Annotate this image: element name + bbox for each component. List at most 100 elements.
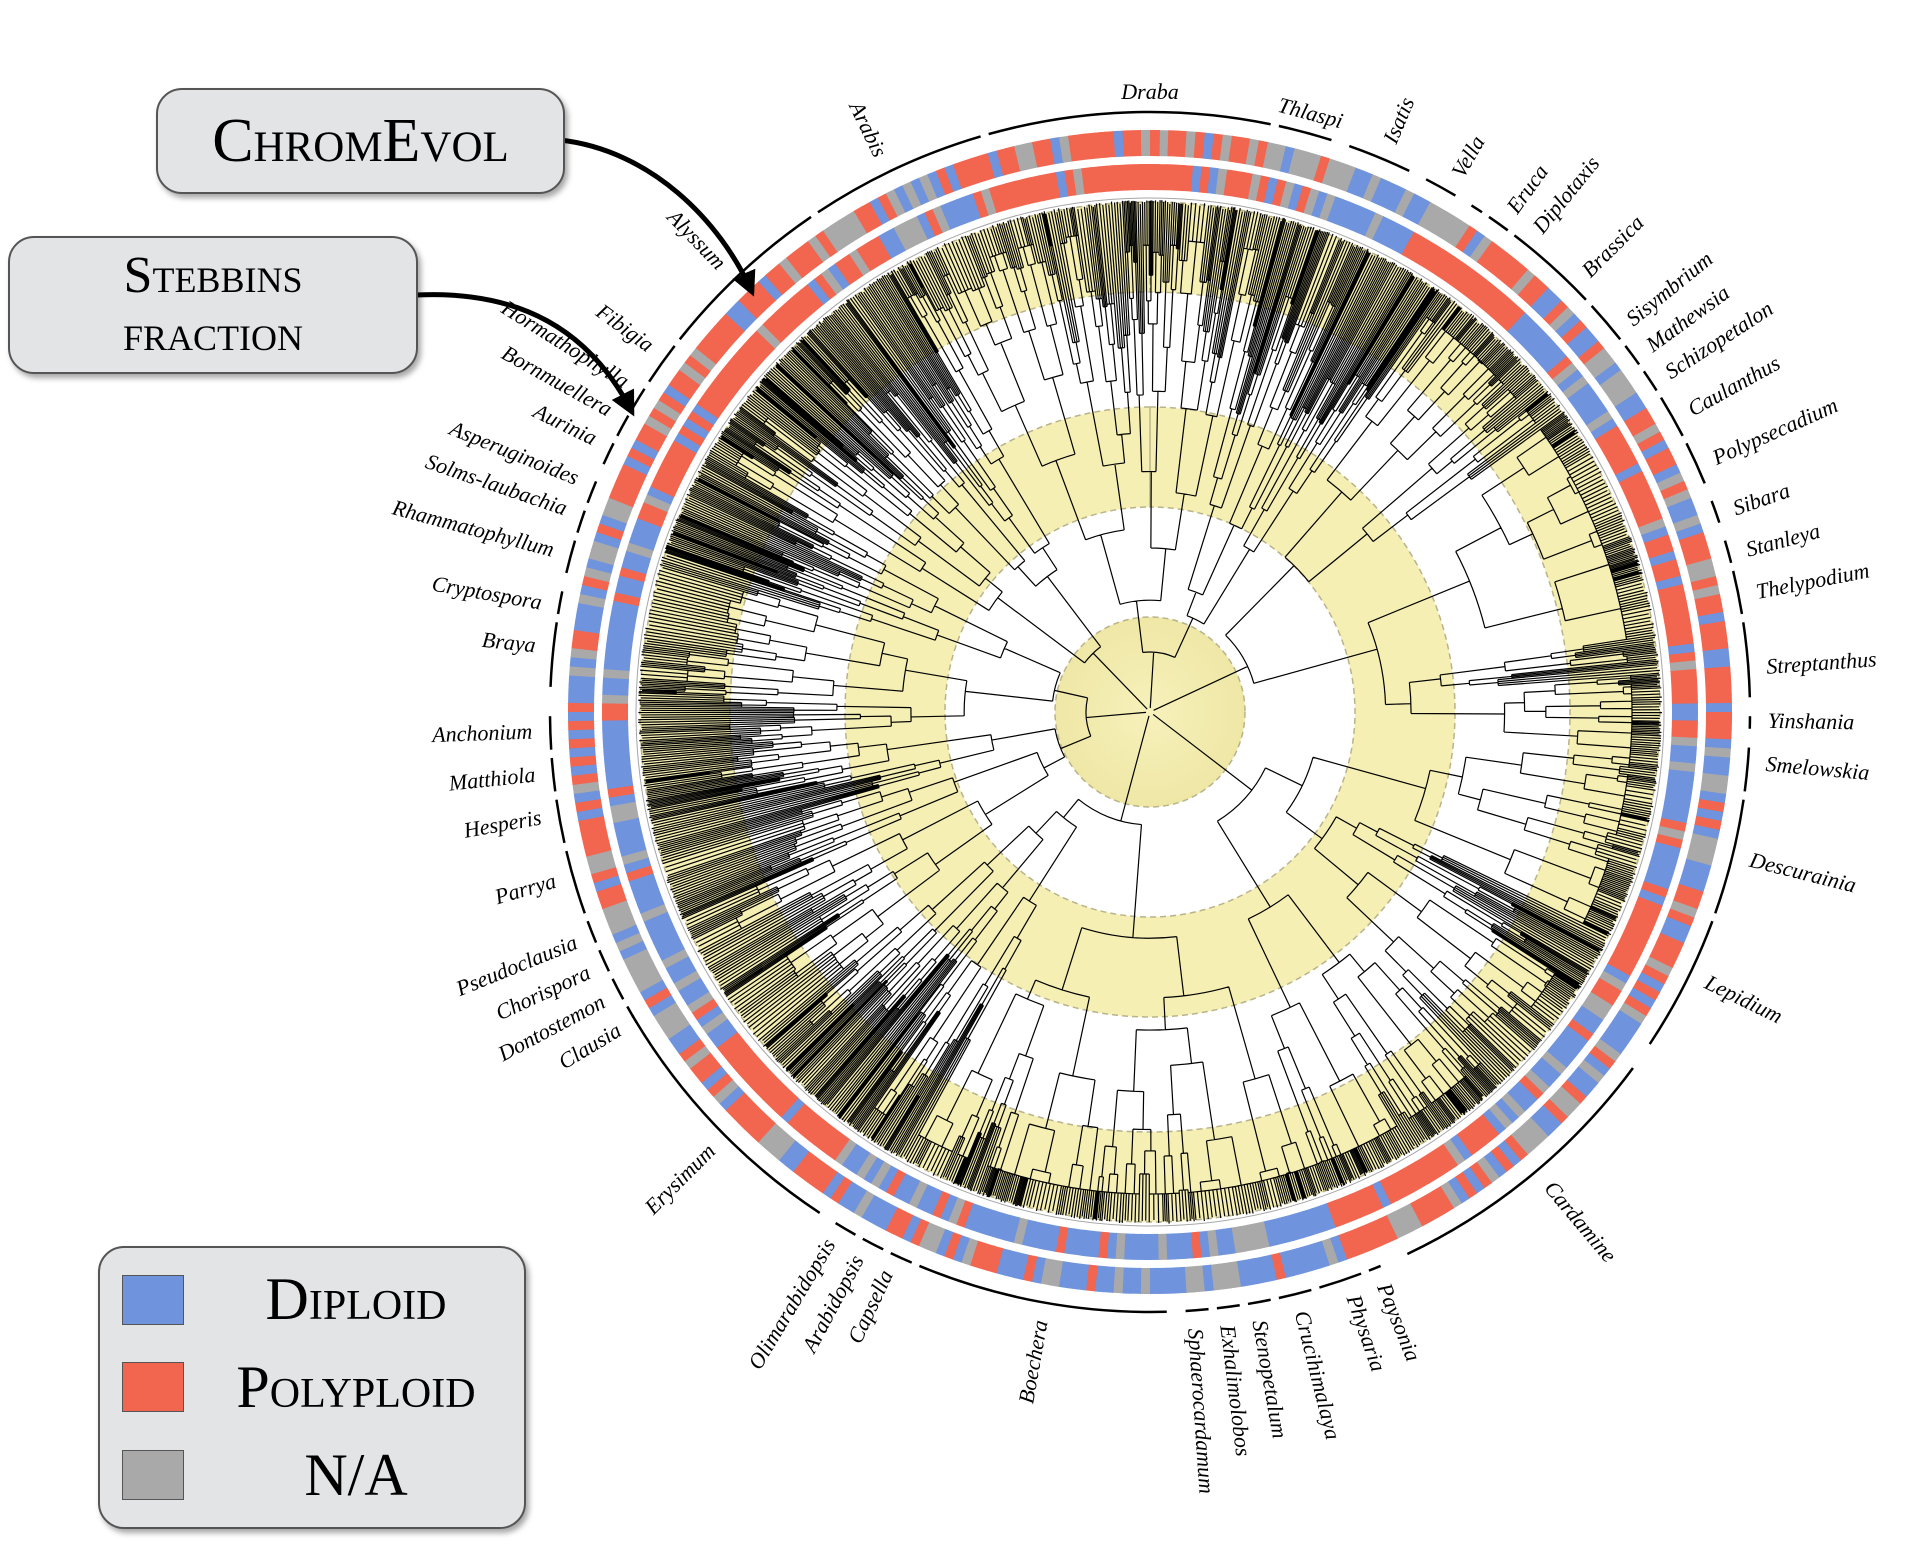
chromevol-ring-segment bbox=[1313, 155, 1331, 184]
chromevol-ring-segment bbox=[1476, 241, 1501, 268]
chromevol-ring-segment bbox=[952, 1234, 970, 1263]
chromevol-ring-segment bbox=[814, 1166, 838, 1194]
stebbins-fraction-ring-segment bbox=[1581, 998, 1609, 1021]
chromevol-ring-segment bbox=[1330, 161, 1348, 190]
stebbins-fraction-ring-segment bbox=[1429, 1148, 1451, 1176]
stebbins-fraction-ring-segment bbox=[643, 493, 672, 513]
stebbins-fraction-ring bbox=[602, 164, 1699, 1260]
chromevol-ring-segment bbox=[596, 522, 625, 541]
stebbins-fraction-ring-segment bbox=[1089, 166, 1102, 194]
stebbins-fraction-ring-segment bbox=[1585, 991, 1613, 1014]
genus-label: Exhalimolobos bbox=[1215, 1323, 1256, 1458]
chromevol-ring-segment bbox=[725, 1092, 751, 1118]
chromevol-ring-segment bbox=[582, 575, 610, 591]
stebbins-fraction-ring-segment bbox=[1029, 1221, 1045, 1249]
chromevol-ring-segment bbox=[1184, 131, 1197, 158]
chromevol-ring-segment bbox=[570, 763, 598, 776]
chromevol-ring-segment bbox=[1417, 1194, 1439, 1223]
chromevol-ring-segment bbox=[934, 1228, 954, 1257]
stebbins-fraction-ring-segment bbox=[793, 1108, 818, 1135]
chromevol-ring-segment bbox=[1510, 1129, 1535, 1156]
stebbins-fraction-ring-segment bbox=[615, 825, 643, 840]
na-swatch bbox=[122, 1450, 184, 1501]
stebbins-fraction-ring-segment bbox=[1132, 164, 1143, 191]
chromevol-ring-segment bbox=[1692, 585, 1721, 601]
chromevol-ring-segment bbox=[1167, 130, 1179, 157]
stebbins-fraction-ring-segment bbox=[1566, 1018, 1594, 1042]
chromevol-ring-segment bbox=[1270, 1252, 1286, 1281]
stebbins-fraction-ring-segment bbox=[1669, 752, 1697, 765]
genus-arc bbox=[565, 850, 586, 914]
chromevol-ring-segment bbox=[1014, 143, 1030, 172]
stebbins-fraction-ring-segment bbox=[1349, 205, 1369, 234]
chromevol-ring-segment bbox=[1023, 141, 1039, 170]
legend-label-polyploid: Polyploid bbox=[236, 1353, 476, 1420]
chromevol-ring-segment bbox=[1131, 130, 1143, 157]
chromevol-ring-segment bbox=[1566, 1073, 1593, 1098]
chromevol-ring-segment bbox=[1410, 197, 1432, 226]
chromevol-ring-segment bbox=[1523, 1117, 1549, 1144]
chromevol-ring-segment bbox=[1659, 924, 1688, 944]
chromevol-ring-segment bbox=[1503, 1134, 1528, 1161]
stebbins-fraction-ring-segment bbox=[616, 833, 645, 849]
stebbins-fraction-ring-segment bbox=[1436, 253, 1459, 281]
chromevol-ring-segment bbox=[1386, 185, 1407, 214]
stebbins-fraction-ring-segment bbox=[647, 485, 675, 505]
stebbins-fraction-ring-segment bbox=[1667, 643, 1695, 656]
chromevol-ring-segment bbox=[1572, 334, 1599, 359]
chromevol-ring-segment bbox=[653, 1001, 681, 1024]
stebbins-fraction-ring-segment bbox=[722, 362, 749, 386]
chromevol-ring-segment bbox=[1641, 439, 1669, 461]
chromevol-ring-segment bbox=[1594, 362, 1622, 386]
chromevol-ring-segment bbox=[658, 391, 686, 415]
chromevol-ring-segment bbox=[658, 1009, 686, 1032]
genus-arc bbox=[1731, 570, 1744, 615]
stebbins-fraction-ring-segment bbox=[1524, 330, 1550, 356]
chromevol-ring-segment bbox=[1440, 215, 1463, 243]
chromevol-ring-segment bbox=[837, 1181, 860, 1209]
stebbins-fraction-ring-segment bbox=[979, 1208, 997, 1236]
chromevol-ring-segment bbox=[1567, 327, 1594, 352]
ploidy-rings bbox=[568, 130, 1733, 1294]
stebbins-fraction-ring-segment bbox=[604, 651, 632, 663]
stebbins-fraction-ring-segment bbox=[841, 253, 865, 281]
stebbins-fraction-ring-segment bbox=[1263, 1219, 1278, 1247]
genus-arcs bbox=[548, 110, 1752, 1314]
chromevol-ring-segment bbox=[1666, 908, 1695, 928]
stebbins-fraction-ring-segment bbox=[774, 1092, 799, 1118]
stebbins-fraction-ring-segment bbox=[878, 231, 900, 259]
chromevol-ring-segment bbox=[581, 832, 610, 848]
stebbins-fraction-ring-segment bbox=[1393, 1169, 1415, 1197]
stebbins-fraction-ring-segment bbox=[1659, 592, 1687, 607]
genus-label: Descurainia bbox=[1746, 847, 1859, 898]
stebbins-fraction-ring-segment bbox=[1271, 179, 1288, 207]
chromevol-ring-segment bbox=[568, 737, 596, 749]
genus-arc bbox=[1743, 747, 1751, 792]
chromevol-ring-segment bbox=[1122, 130, 1134, 157]
stebbins-arrow bbox=[415, 292, 635, 417]
genus-label: Polypsecadium bbox=[1708, 392, 1842, 470]
stebbins-fraction-ring-segment bbox=[1577, 396, 1604, 420]
stebbins-fraction-ring-segment bbox=[1614, 941, 1643, 962]
stebbins-fraction-ring-segment bbox=[1476, 284, 1500, 311]
genus-label: Boechera bbox=[1013, 1318, 1052, 1405]
stebbins-fraction-ring-segment bbox=[1671, 703, 1699, 713]
chromevol-ring-segment bbox=[877, 193, 899, 221]
chromevol-ring-segment bbox=[1150, 130, 1160, 157]
stebbins-fraction-ring-segment bbox=[701, 1011, 728, 1035]
chromevol-ring-segment bbox=[1417, 201, 1440, 230]
chromevol-ring-segment bbox=[1604, 377, 1632, 401]
genus-label: Erysimum bbox=[639, 1138, 720, 1219]
genus-arc bbox=[1406, 1067, 1634, 1256]
stebbins-fraction-ring-segment bbox=[1482, 1108, 1506, 1135]
chromevol-ring-segment bbox=[615, 932, 644, 952]
chromevol-ring-segment bbox=[706, 1072, 733, 1097]
time-band-2 bbox=[639, 201, 1661, 1223]
chromevol-ring-segment bbox=[679, 361, 706, 386]
chromevol-ring-segment bbox=[619, 463, 648, 484]
chromevol-ring-segment bbox=[1636, 972, 1665, 994]
chromevol-ring-segment bbox=[588, 548, 617, 566]
chromevol-ring-segment bbox=[673, 369, 701, 393]
chromevol-ring-segment bbox=[1705, 712, 1733, 722]
